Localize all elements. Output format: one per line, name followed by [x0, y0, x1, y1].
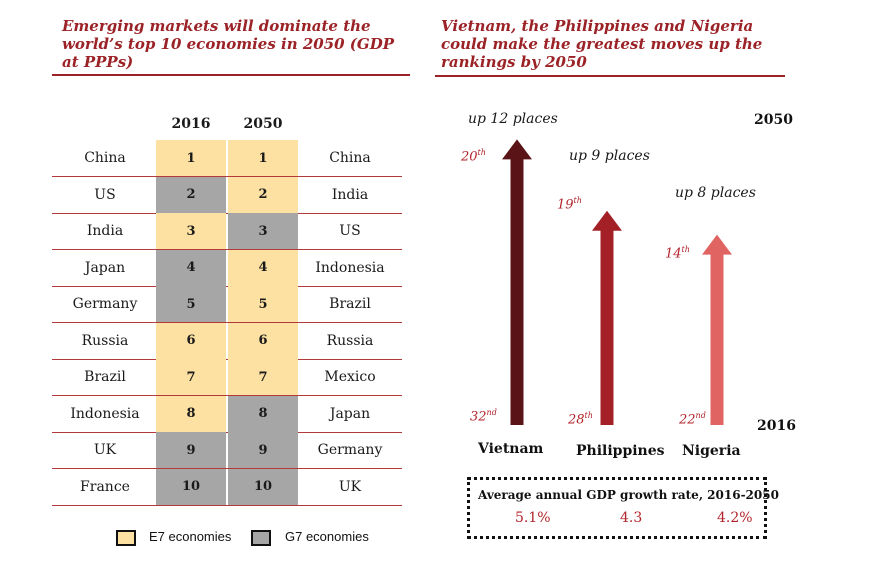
row-divider: [52, 322, 402, 323]
country-2050: China: [329, 150, 371, 166]
country-2050: Mexico: [324, 369, 376, 385]
row-divider: [52, 212, 402, 214]
rank-cell-2050: 9: [228, 432, 298, 468]
row-divider: [52, 431, 402, 433]
growth-rate-box: Average annual GDP growth rate, 2016-205…: [467, 477, 779, 539]
philippines-rank-2050: 19th: [557, 196, 582, 213]
country-2050: Germany: [317, 442, 383, 458]
nigeria-rank-2050: 14th: [665, 245, 690, 262]
rank-cell-2050: 6: [228, 322, 298, 359]
rank-cell-2050: 5: [228, 286, 298, 322]
rank-cell-2050: 1: [228, 140, 298, 176]
vietnam-label: Vietnam: [478, 441, 544, 457]
country-2050: Brazil: [329, 296, 371, 312]
rank-cell-2016: 10: [156, 468, 226, 505]
country-2050: Indonesia: [315, 259, 385, 276]
rank-cell-2050: 10: [228, 468, 298, 505]
rank-cell-2016: 4: [156, 249, 226, 286]
column-header-2016: 2016: [171, 116, 211, 132]
row-divider: [52, 504, 402, 506]
rank-cell-2016: 1: [156, 140, 226, 176]
right-title-rule: [435, 75, 785, 77]
row-divider: [52, 285, 402, 287]
rank-cell-2016: 2: [156, 176, 226, 213]
nigeria-arrow: [702, 234, 732, 425]
rank-cell-2016: 6: [156, 322, 226, 359]
country-2050: Russia: [326, 332, 374, 349]
legend-g7-label: G7 economies: [285, 529, 369, 544]
right-chart-title: Vietnam, the Philippines and Nigeria cou…: [441, 17, 763, 71]
vietnam-arrow: [502, 139, 532, 425]
nigeria-growth-rate: 4.2%: [717, 510, 753, 526]
country-2016: UK: [93, 442, 117, 458]
philippines-move-label: up 9 places: [569, 148, 650, 164]
country-2016: Germany: [72, 296, 138, 312]
country-2050: UK: [338, 478, 362, 495]
legend-g7-swatch: [251, 530, 271, 546]
vietnam-rank-2016: 32nd: [470, 408, 497, 425]
legend-e7-label: E7 economies: [149, 529, 232, 544]
rank-cell-2016: 5: [156, 286, 226, 322]
vietnam-growth-rate: 5.1%: [515, 510, 551, 526]
rank-cell-2050: 2: [228, 176, 298, 213]
country-2016: Brazil: [84, 369, 126, 385]
left-chart-title: Emerging markets will dominate the world…: [62, 17, 394, 71]
country-2050: Japan: [329, 405, 371, 422]
vietnam-move-label: up 12 places: [468, 111, 558, 127]
country-2016: Japan: [84, 259, 126, 276]
country-2050: US: [339, 223, 361, 239]
nigeria-rank-2016: 22nd: [679, 411, 706, 428]
country-2016: India: [86, 223, 124, 239]
rank-cell-2050: 7: [228, 359, 298, 395]
country-2050: India: [331, 186, 369, 203]
country-2016: France: [80, 478, 130, 495]
rank-cell-2016: 9: [156, 432, 226, 468]
rank-cell-2016: 3: [156, 213, 226, 249]
row-divider: [52, 468, 402, 469]
legend-e7-swatch: [116, 530, 136, 546]
rank-cell-2016: 7: [156, 359, 226, 395]
rank-cell-2050: 4: [228, 249, 298, 286]
row-divider: [52, 249, 402, 250]
philippines-arrow: [592, 210, 622, 425]
rank-cell-2050: 3: [228, 213, 298, 249]
philippines-rank-2016: 28th: [568, 411, 593, 428]
row-divider: [52, 395, 402, 396]
rank-cell-2050: 8: [228, 395, 298, 432]
philippines-growth-rate: 4.3: [620, 510, 643, 526]
row-divider: [52, 358, 402, 360]
nigeria-move-label: up 8 places: [675, 185, 756, 201]
nigeria-label: Nigeria: [682, 443, 741, 459]
row-divider: [52, 176, 402, 177]
country-2016: China: [84, 150, 126, 166]
rank-cell-2016: 8: [156, 395, 226, 432]
philippines-label: Philippines: [576, 443, 665, 459]
year-end-label: 2050: [754, 112, 793, 128]
left-title-rule: [52, 74, 410, 76]
country-2016: Indonesia: [70, 405, 140, 422]
year-start-label: 2016: [757, 418, 796, 434]
growth-rate-title: Average annual GDP growth rate, 2016-205…: [478, 488, 779, 502]
column-header-2050: 2050: [243, 116, 283, 132]
vietnam-rank-2050: 20th: [461, 148, 486, 165]
country-2016: Russia: [81, 332, 129, 349]
country-2016: US: [94, 186, 116, 203]
